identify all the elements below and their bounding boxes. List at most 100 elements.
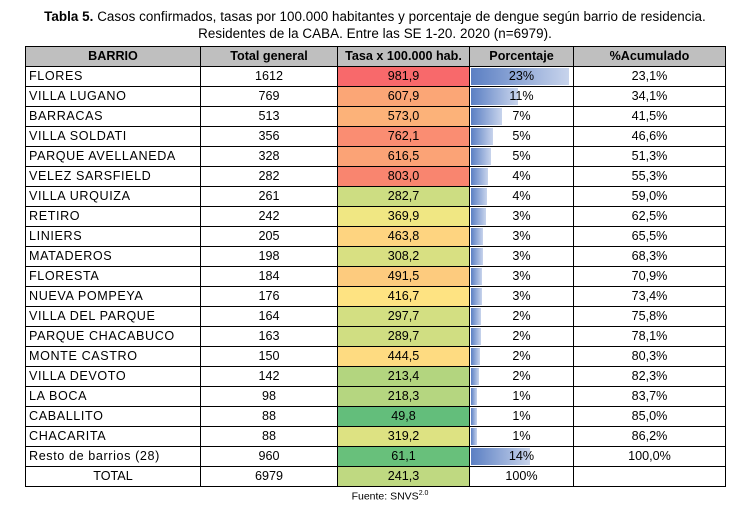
- cell-acumulado: 62,5%: [573, 206, 726, 227]
- cell-porcentaje: 1%: [469, 406, 574, 427]
- percentage-databar: [471, 128, 493, 145]
- cell-porcentaje: 7%: [469, 106, 574, 127]
- cell-barrio: PARQUE AVELLANEDA: [25, 146, 201, 167]
- cell-total: 242: [200, 206, 338, 227]
- cell-acumulado: 68,3%: [573, 246, 726, 267]
- cell-barrio: VELEZ SARSFIELD: [25, 166, 201, 187]
- percentage-databar: [471, 248, 483, 265]
- table-row: LINIERS 205 463,8 3% 65,5%: [25, 226, 726, 247]
- total-row: TOTAL 6979 241,3 100%: [25, 466, 726, 487]
- percentage-value: 2%: [512, 329, 531, 343]
- percentage-databar: [471, 348, 480, 365]
- cell-barrio: MATADEROS: [25, 246, 201, 267]
- percentage-databar: [471, 68, 569, 85]
- percentage-value: 4%: [512, 189, 531, 203]
- cell-porcentaje: 2%: [469, 366, 574, 387]
- total-tasa: 241,3: [337, 466, 470, 487]
- cell-porcentaje: 3%: [469, 266, 574, 287]
- cell-total: 176: [200, 286, 338, 307]
- cell-acumulado: 85,0%: [573, 406, 726, 427]
- source-footer: Fuente: SNVS2.0: [30, 490, 750, 503]
- percentage-databar: [471, 208, 486, 225]
- cell-acumulado: 86,2%: [573, 426, 726, 447]
- cell-tasa: 803,0: [337, 166, 470, 187]
- cell-porcentaje: 11%: [469, 86, 574, 107]
- percentage-databar: [471, 148, 491, 165]
- percentage-databar: [471, 288, 482, 305]
- cell-total: 88: [200, 406, 338, 427]
- table-row: VILLA DEL PARQUE 164 297,7 2% 75,8%: [25, 306, 726, 327]
- cell-porcentaje: 3%: [469, 246, 574, 267]
- cell-acumulado: 80,3%: [573, 346, 726, 367]
- cell-total: 1612: [200, 66, 338, 87]
- cell-barrio: FLORES: [25, 66, 201, 87]
- percentage-databar: [471, 308, 481, 325]
- percentage-value: 3%: [512, 269, 531, 283]
- percentage-databar: [471, 168, 488, 185]
- cell-acumulado: 82,3%: [573, 366, 726, 387]
- percentage-value: 5%: [512, 149, 531, 163]
- cell-barrio: VILLA SOLDATI: [25, 126, 201, 147]
- total-value: 6979: [200, 466, 338, 487]
- cell-acumulado: 34,1%: [573, 86, 726, 107]
- percentage-databar: [471, 388, 477, 405]
- cell-barrio: CHACARITA: [25, 426, 201, 447]
- cell-acumulado: 70,9%: [573, 266, 726, 287]
- cell-tasa: 218,3: [337, 386, 470, 407]
- header-tasa: Tasa x 100.000 hab.: [337, 46, 470, 67]
- caption-label: Tabla 5.: [44, 9, 94, 24]
- cell-total: 184: [200, 266, 338, 287]
- cell-total: 960: [200, 446, 338, 467]
- percentage-value: 4%: [512, 169, 531, 183]
- cell-acumulado: 51,3%: [573, 146, 726, 167]
- cell-porcentaje: 23%: [469, 66, 574, 87]
- cell-tasa: 289,7: [337, 326, 470, 347]
- cell-barrio: VILLA LUGANO: [25, 86, 201, 107]
- table-row: RETIRO 242 369,9 3% 62,5%: [25, 206, 726, 227]
- table-caption: Tabla 5. Casos confirmados, tasas por 10…: [0, 0, 750, 42]
- percentage-databar: [471, 188, 487, 205]
- cell-tasa: 444,5: [337, 346, 470, 367]
- cell-tasa: 762,1: [337, 126, 470, 147]
- cell-barrio: CABALLITO: [25, 406, 201, 427]
- cell-porcentaje: 3%: [469, 206, 574, 227]
- percentage-value: 14%: [508, 449, 535, 463]
- cell-barrio: MONTE CASTRO: [25, 346, 201, 367]
- table-row: VILLA DEVOTO 142 213,4 2% 82,3%: [25, 366, 726, 387]
- table-row: PARQUE CHACABUCO 163 289,7 2% 78,1%: [25, 326, 726, 347]
- percentage-value: 23%: [508, 69, 535, 83]
- cell-barrio: VILLA DEL PARQUE: [25, 306, 201, 327]
- table-body: FLORES 1612 981,9 23% 23,1% VILLA LUGANO 769 60…: [25, 66, 726, 467]
- cell-acumulado: 83,7%: [573, 386, 726, 407]
- cell-total: 163: [200, 326, 338, 347]
- table-row: LA BOCA 98 218,3 1% 83,7%: [25, 386, 726, 407]
- table-row: VILLA SOLDATI 356 762,1 5% 46,6%: [25, 126, 726, 147]
- cell-porcentaje: 3%: [469, 226, 574, 247]
- percentage-value: 2%: [512, 309, 531, 323]
- cell-acumulado: 23,1%: [573, 66, 726, 87]
- cell-acumulado: 65,5%: [573, 226, 726, 247]
- cell-tasa: 616,5: [337, 146, 470, 167]
- cell-total: 164: [200, 306, 338, 327]
- caption-line-1: Tabla 5. Casos confirmados, tasas por 10…: [0, 8, 750, 25]
- cell-porcentaje: 5%: [469, 146, 574, 167]
- percentage-value: 1%: [512, 429, 531, 443]
- cell-barrio: LINIERS: [25, 226, 201, 247]
- cell-tasa: 416,7: [337, 286, 470, 307]
- cell-porcentaje: 1%: [469, 386, 574, 407]
- table-row: FLORES 1612 981,9 23% 23,1%: [25, 66, 726, 87]
- cell-barrio: PARQUE CHACABUCO: [25, 326, 201, 347]
- cell-total: 513: [200, 106, 338, 127]
- cell-tasa: 491,5: [337, 266, 470, 287]
- cell-barrio: LA BOCA: [25, 386, 201, 407]
- percentage-databar: [471, 448, 530, 465]
- percentage-value: 11%: [509, 89, 534, 103]
- percentage-value: 3%: [512, 229, 531, 243]
- cell-total: 356: [200, 126, 338, 147]
- caption-text: Casos confirmados, tasas por 100.000 hab…: [93, 9, 706, 24]
- percentage-databar: [471, 368, 479, 385]
- cell-barrio: FLORESTA: [25, 266, 201, 287]
- percentage-databar: [471, 408, 477, 425]
- table-row: CHACARITA 88 319,2 1% 86,2%: [25, 426, 726, 447]
- cell-total: 769: [200, 86, 338, 107]
